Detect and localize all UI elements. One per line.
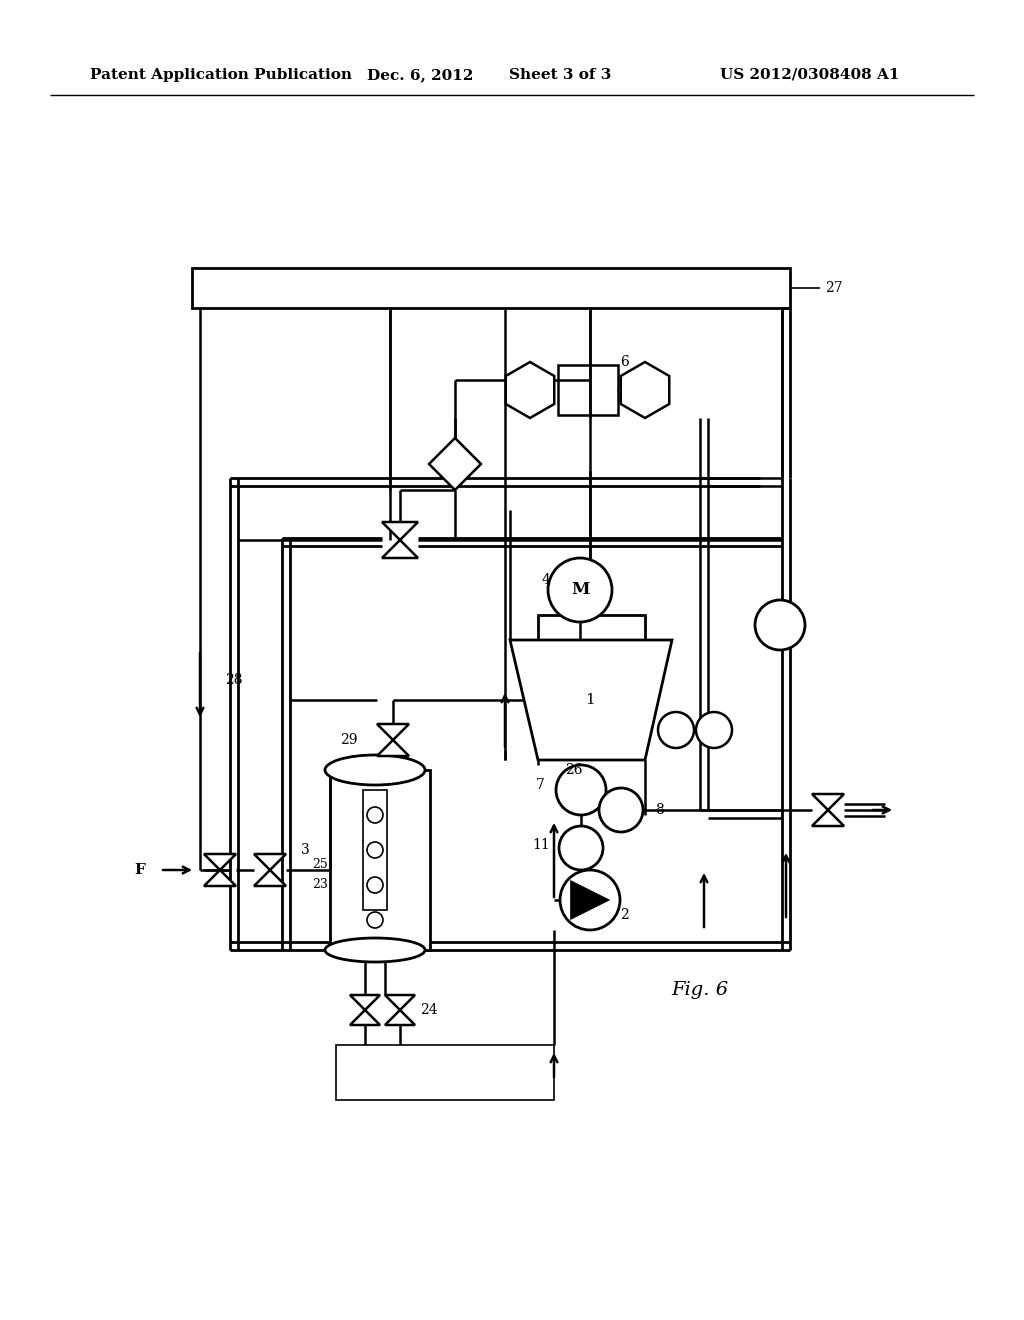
Text: 29: 29 [341, 733, 358, 747]
Text: 11: 11 [532, 838, 550, 851]
Text: US 2012/0308408 A1: US 2012/0308408 A1 [720, 69, 900, 82]
Ellipse shape [325, 939, 425, 962]
Circle shape [658, 711, 694, 748]
Polygon shape [385, 995, 415, 1026]
Text: 1: 1 [585, 693, 595, 708]
Polygon shape [510, 640, 672, 760]
Text: 23: 23 [312, 879, 328, 891]
Bar [330, 770, 430, 950]
Text: 3: 3 [301, 843, 310, 857]
Circle shape [367, 912, 383, 928]
Polygon shape [204, 854, 236, 886]
Bar [538, 615, 645, 642]
Polygon shape [429, 438, 481, 490]
Ellipse shape [325, 755, 425, 785]
Circle shape [367, 876, 383, 894]
Polygon shape [382, 521, 418, 558]
Text: 8: 8 [655, 803, 664, 817]
Polygon shape [506, 362, 554, 418]
Text: M: M [570, 582, 589, 598]
Bar [558, 366, 618, 414]
Circle shape [367, 807, 383, 822]
Text: 27: 27 [825, 281, 843, 294]
Text: Patent Application Publication: Patent Application Publication [90, 69, 352, 82]
Text: Sheet 3 of 3: Sheet 3 of 3 [509, 69, 611, 82]
Polygon shape [350, 995, 380, 1026]
Text: 25: 25 [312, 858, 328, 871]
Text: F: F [134, 863, 145, 876]
Text: Dec. 6, 2012: Dec. 6, 2012 [367, 69, 473, 82]
Text: 7: 7 [537, 777, 545, 792]
Polygon shape [812, 795, 844, 826]
Polygon shape [377, 723, 409, 756]
Circle shape [556, 766, 606, 814]
Text: 2: 2 [620, 908, 629, 921]
Text: Fig. 6: Fig. 6 [672, 981, 728, 999]
Polygon shape [570, 880, 609, 920]
Circle shape [599, 788, 643, 832]
Text: 28: 28 [225, 673, 243, 686]
Circle shape [548, 558, 612, 622]
Text: 6: 6 [620, 355, 629, 370]
Circle shape [696, 711, 732, 748]
Polygon shape [621, 362, 670, 418]
Text: 4: 4 [541, 573, 550, 587]
Text: 24: 24 [420, 1003, 437, 1016]
Bar [193, 268, 790, 308]
Bar [362, 789, 387, 909]
Bar [336, 1045, 554, 1100]
Circle shape [755, 601, 805, 649]
Circle shape [559, 826, 603, 870]
Text: 26: 26 [565, 763, 583, 777]
Circle shape [560, 870, 620, 931]
Polygon shape [254, 854, 286, 886]
Circle shape [367, 842, 383, 858]
